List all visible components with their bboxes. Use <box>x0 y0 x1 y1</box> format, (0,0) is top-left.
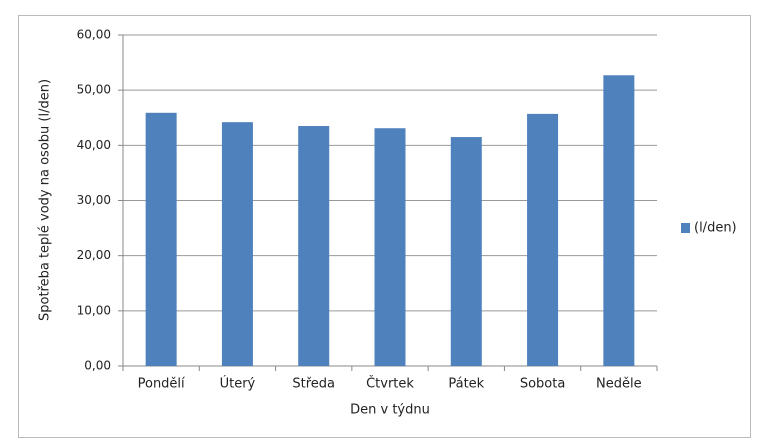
bar <box>603 75 635 366</box>
x-tick-label: Čtvrtek <box>366 376 414 392</box>
x-tick-label: Středa <box>292 377 335 392</box>
x-axis-label: Den v týdnu <box>350 403 430 418</box>
legend-label: (l/den) <box>694 221 737 236</box>
y-axis-label: Spotřeba teplé vody na osobu (l/den) <box>38 79 53 321</box>
bar <box>450 137 482 366</box>
bar <box>374 128 406 366</box>
y-tick-label: 10,00 <box>77 303 111 317</box>
legend-swatch <box>681 223 690 233</box>
y-tick-label: 0,00 <box>84 359 111 373</box>
y-tick-label: 50,00 <box>77 83 111 97</box>
x-tick-label: Neděle <box>596 377 642 392</box>
y-tick-label: 40,00 <box>77 138 111 152</box>
bar <box>221 122 253 366</box>
x-tick-label: Pondělí <box>138 377 185 392</box>
x-tick-label: Sobota <box>520 377 565 392</box>
bar <box>145 112 177 366</box>
x-tick-label: Úterý <box>220 376 256 392</box>
y-tick-label: 30,00 <box>77 193 111 207</box>
bar <box>298 126 330 367</box>
bar <box>527 113 559 366</box>
y-tick-label: 20,00 <box>77 248 111 262</box>
y-tick-label: 60,00 <box>77 28 111 42</box>
x-tick-label: Pátek <box>448 377 484 392</box>
